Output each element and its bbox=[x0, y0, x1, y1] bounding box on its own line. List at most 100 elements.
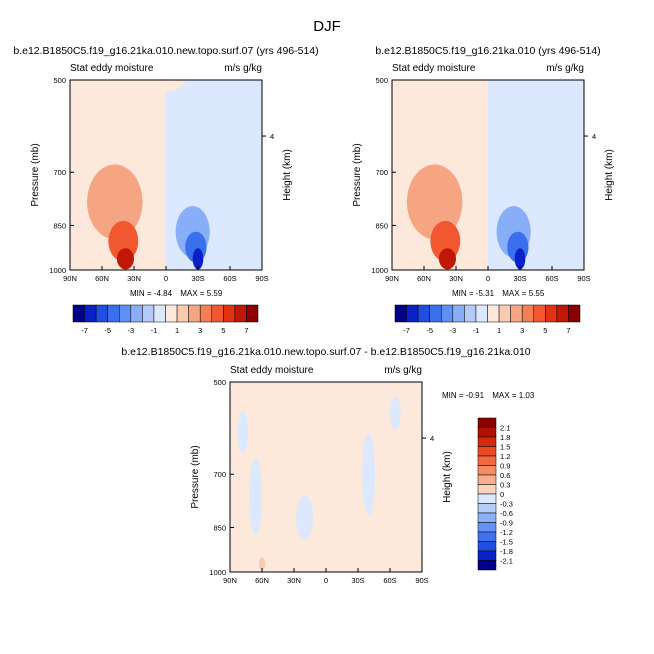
y-tick-label: 500 bbox=[53, 76, 66, 85]
min-max-readout: MIN = -4.84 MAX = 5.59 bbox=[130, 289, 223, 298]
y-right-axis-label: Height (km) bbox=[604, 149, 615, 201]
y-axis-label: Pressure (mb) bbox=[352, 143, 363, 206]
contour-blob-1 bbox=[406, 164, 463, 240]
subtitle-left: Stat eddy moisture bbox=[392, 63, 476, 74]
contour-blob-1 bbox=[258, 557, 266, 570]
colorbar-box bbox=[568, 304, 581, 323]
contour-field bbox=[230, 382, 422, 572]
colorbar-box bbox=[429, 304, 442, 323]
colorbar-label: 3 bbox=[520, 326, 524, 335]
field-positive bbox=[230, 382, 422, 572]
colorbar-box bbox=[107, 304, 120, 323]
colorbar-label: 1.5 bbox=[500, 443, 510, 452]
colorbar-box bbox=[176, 304, 189, 323]
contour-blob-6 bbox=[237, 411, 249, 453]
y-tick-label: 700 bbox=[375, 168, 388, 177]
panel-3: b.e12.B1850C5.f19_g16.21ka.010.new.topo.… bbox=[121, 346, 534, 585]
x-tick-label: 60S bbox=[545, 274, 558, 283]
colorbar-label: -1.8 bbox=[500, 547, 513, 556]
y-tick-label: 500 bbox=[213, 378, 226, 387]
colorbar-box bbox=[234, 304, 247, 323]
x-tick-label: 30S bbox=[191, 274, 204, 283]
colorbar-box bbox=[477, 541, 497, 552]
colorbar: -7 -5 -3 -1 1 3 5 7 bbox=[394, 304, 581, 335]
colorbar-label: 1 bbox=[175, 326, 179, 335]
colorbar-box bbox=[406, 304, 419, 323]
colorbar-box bbox=[477, 436, 497, 447]
colorbar-box bbox=[475, 304, 488, 323]
colorbar-box bbox=[441, 304, 454, 323]
x-tick-label: 90N bbox=[223, 576, 237, 585]
colorbar-box bbox=[394, 304, 407, 323]
y-right-axis-label: Height (km) bbox=[442, 451, 453, 503]
colorbar-box bbox=[521, 304, 534, 323]
x-tick-label: 30S bbox=[513, 274, 526, 283]
contour-blob-3 bbox=[296, 495, 314, 540]
y-axis-label: Pressure (mb) bbox=[30, 143, 41, 206]
subtitle-left: Stat eddy moisture bbox=[230, 365, 314, 376]
colorbar-box bbox=[556, 304, 569, 323]
y-tick-label: 500 bbox=[375, 76, 388, 85]
colorbar-box bbox=[223, 304, 236, 323]
colorbar-box bbox=[199, 304, 212, 323]
y-right-axis-label: Height (km) bbox=[282, 149, 293, 201]
colorbar-box bbox=[477, 417, 497, 428]
colorbar-box bbox=[533, 304, 546, 323]
colorbar-box bbox=[130, 304, 143, 323]
colorbar-label: 1 bbox=[497, 326, 501, 335]
colorbar-box bbox=[95, 304, 108, 323]
y-right-tick-label: 4 bbox=[270, 132, 274, 141]
colorbar-label: 0.6 bbox=[500, 471, 510, 480]
colorbar-label: -7 bbox=[403, 326, 410, 335]
colorbar-label: 0 bbox=[500, 490, 504, 499]
x-tick-label: 30N bbox=[287, 576, 301, 585]
colorbar-label: -0.3 bbox=[500, 500, 513, 509]
colorbar-box bbox=[477, 484, 497, 495]
panel-title: b.e12.B1850C5.f19_g16.21ka.010.new.topo.… bbox=[13, 45, 318, 57]
colorbar-box bbox=[477, 427, 497, 438]
y-tick-label: 700 bbox=[213, 470, 226, 479]
y-right-tick-label: 4 bbox=[430, 434, 434, 443]
colorbar-box bbox=[477, 465, 497, 476]
min-value: MIN = -4.84 bbox=[130, 289, 173, 298]
y-tick-label: 1000 bbox=[209, 568, 226, 577]
colorbar-label: 7 bbox=[244, 326, 248, 335]
colorbar-box bbox=[142, 304, 155, 323]
colorbar-label: 0.3 bbox=[500, 481, 510, 490]
contour-blob-3 bbox=[116, 248, 134, 270]
colorbar-box bbox=[477, 503, 497, 514]
contour-blob-3 bbox=[438, 248, 456, 270]
x-tick-label: 90S bbox=[255, 274, 268, 283]
contour-field bbox=[70, 80, 262, 270]
contour-blob-4 bbox=[129, 80, 186, 93]
colorbar-box bbox=[119, 304, 132, 323]
x-tick-label: 60N bbox=[255, 576, 269, 585]
x-tick-label: 90S bbox=[577, 274, 590, 283]
panels-group: b.e12.B1850C5.f19_g16.21ka.010.new.topo.… bbox=[13, 45, 615, 585]
y-axis-label: Pressure (mb) bbox=[190, 445, 201, 508]
colorbar-box bbox=[477, 550, 497, 561]
colorbar-box bbox=[477, 474, 497, 485]
y-tick-label: 850 bbox=[53, 221, 66, 230]
colorbar-label: -5 bbox=[426, 326, 433, 335]
colorbar-box bbox=[153, 304, 166, 323]
contour-blob-5 bbox=[390, 396, 401, 430]
colorbar-label: -0.9 bbox=[500, 519, 513, 528]
y-right-tick-label: 4 bbox=[592, 132, 596, 141]
contour-blob-1 bbox=[87, 164, 143, 240]
min-max-readout: MIN = -5.31 MAX = 5.55 bbox=[452, 289, 545, 298]
colorbar-box bbox=[188, 304, 201, 323]
colorbar-label: -1 bbox=[151, 326, 158, 335]
y-tick-label: 1000 bbox=[49, 266, 66, 275]
colorbar-box bbox=[417, 304, 430, 323]
subtitle-right: m/s g/kg bbox=[384, 365, 422, 376]
colorbar-box bbox=[464, 304, 477, 323]
panel-title: b.e12.B1850C5.f19_g16.21ka.010.new.topo.… bbox=[121, 346, 530, 358]
colorbar: -7 -5 -3 -1 1 3 5 7 bbox=[72, 304, 259, 335]
x-tick-label: 0 bbox=[486, 274, 490, 283]
colorbar-box bbox=[510, 304, 523, 323]
colorbar-box bbox=[487, 304, 500, 323]
contour-blob-7 bbox=[192, 248, 204, 270]
min-value: MIN = -5.31 bbox=[452, 289, 495, 298]
